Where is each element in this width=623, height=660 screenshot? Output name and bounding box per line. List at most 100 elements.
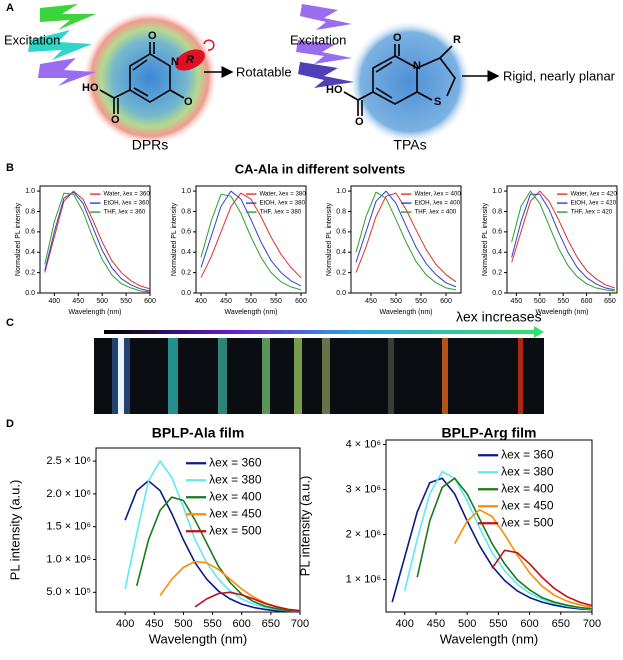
legend-label: Water, λex = 380 bbox=[259, 191, 306, 198]
y-tick-label: 0.2 bbox=[181, 269, 191, 276]
legend-label: EtOH, λex = 420 bbox=[570, 200, 616, 207]
series-line bbox=[44, 191, 151, 292]
glow-band bbox=[118, 338, 124, 414]
series-line bbox=[124, 460, 301, 613]
y-tick-label: 2.5 × 10⁶ bbox=[46, 455, 91, 467]
x-tick-label: 550 bbox=[120, 298, 132, 305]
series-line bbox=[391, 477, 593, 611]
legend-label: λex = 450 bbox=[209, 506, 262, 520]
lightning bbox=[40, 4, 96, 30]
legend-label: λex = 360 bbox=[209, 455, 262, 469]
y-tick-label: 4 × 10⁶ bbox=[346, 438, 381, 450]
x-tick-label: 450 bbox=[72, 298, 84, 305]
atom: S bbox=[434, 96, 441, 108]
panel-label: C bbox=[6, 317, 14, 329]
chart-title: BPLP-Arg film bbox=[442, 425, 537, 441]
x-tick-label: 450 bbox=[365, 298, 377, 305]
y-tick-label: 1.0 bbox=[336, 188, 346, 195]
y-axis-label: Normalized PL intensity bbox=[171, 202, 178, 276]
atom: HO bbox=[326, 84, 343, 96]
series-line bbox=[200, 192, 302, 279]
x-tick-label: 500 bbox=[245, 298, 257, 305]
y-tick-label: 0.4 bbox=[181, 249, 191, 256]
legend-label: Water, λex = 400 bbox=[414, 191, 461, 198]
y-tick-label: 1.0 bbox=[25, 188, 35, 195]
legend-label: THF, λex = 420 bbox=[570, 209, 612, 216]
y-axis-label: Normalized PL intensity bbox=[326, 202, 333, 276]
series-line bbox=[200, 193, 302, 291]
series-line bbox=[453, 509, 593, 609]
x-tick-label: 650 bbox=[552, 618, 570, 630]
y-tick-label: 0.8 bbox=[181, 208, 191, 215]
y-tick-label: 0.8 bbox=[492, 208, 502, 215]
x-tick-label: 600 bbox=[440, 298, 452, 305]
glow-band bbox=[322, 338, 330, 414]
x-tick-label: 400 bbox=[396, 618, 414, 630]
r-group-highlight bbox=[175, 49, 205, 71]
series-line bbox=[511, 190, 615, 289]
y-tick-label: 1.0 × 10⁶ bbox=[46, 553, 91, 565]
x-tick-label: 600 bbox=[295, 298, 307, 305]
x-axis-label: Wavelength (nm) bbox=[68, 309, 121, 316]
series-line bbox=[403, 470, 593, 611]
gradient-arrow bbox=[104, 330, 534, 334]
y-axis-label: PL intensity (a.u.) bbox=[7, 480, 22, 581]
lightning bbox=[300, 4, 352, 30]
legend-label: EtOH, λex = 360 bbox=[103, 200, 149, 207]
x-axis-label: Wavelength (nm) bbox=[440, 632, 539, 647]
plot-frame bbox=[39, 185, 151, 294]
y-tick-label: 0.4 bbox=[492, 249, 502, 256]
legend-label: λex = 500 bbox=[209, 523, 262, 537]
x-tick-label: 550 bbox=[489, 618, 507, 630]
y-tick-label: 1 × 10⁶ bbox=[346, 573, 381, 585]
legend-label: Water, λex = 360 bbox=[103, 191, 150, 198]
y-tick-label: 0.4 bbox=[336, 249, 346, 256]
plot-frame bbox=[95, 447, 301, 613]
legend-label: λex = 500 bbox=[501, 515, 554, 529]
glow-band bbox=[388, 338, 394, 414]
atom: HO bbox=[82, 82, 99, 94]
y-tick-label: 0.0 bbox=[492, 290, 502, 297]
photo-background bbox=[94, 338, 544, 414]
glow-band bbox=[442, 338, 448, 414]
atom: O bbox=[148, 30, 157, 42]
y-tick-label: 0.6 bbox=[336, 229, 346, 236]
legend-label: λex = 360 bbox=[501, 447, 554, 461]
x-tick-label: 600 bbox=[233, 618, 251, 630]
legend-label: λex = 400 bbox=[209, 489, 262, 503]
series-line bbox=[194, 591, 301, 612]
x-tick-label: 700 bbox=[583, 618, 601, 630]
rotation-icon bbox=[203, 39, 215, 51]
glow-band bbox=[518, 338, 523, 414]
x-tick-label: 550 bbox=[203, 618, 221, 630]
x-tick-label: 550 bbox=[270, 298, 282, 305]
section-title: CA-Ala in different solvents bbox=[235, 161, 405, 176]
series-line bbox=[44, 192, 151, 293]
molecule bbox=[343, 44, 456, 116]
y-tick-label: 0.0 bbox=[181, 290, 191, 297]
y-tick-label: 1.0 bbox=[181, 188, 191, 195]
lightning bbox=[298, 62, 354, 88]
series-line bbox=[124, 480, 301, 613]
lightning bbox=[38, 58, 96, 86]
y-tick-label: 0.4 bbox=[25, 249, 35, 256]
y-tick-label: 2 × 10⁶ bbox=[346, 528, 381, 540]
panel-label: B bbox=[6, 162, 14, 174]
legend-label: λex = 450 bbox=[501, 498, 554, 512]
x-axis-label: Wavelength (nm) bbox=[224, 309, 277, 316]
atom: N bbox=[413, 60, 421, 72]
x-tick-label: 450 bbox=[145, 618, 163, 630]
y-tick-label: 0.2 bbox=[336, 269, 346, 276]
y-tick-label: 3 × 10⁶ bbox=[346, 483, 381, 495]
plot-frame bbox=[350, 185, 462, 294]
glow-band bbox=[218, 338, 227, 414]
x-tick-label: 500 bbox=[534, 298, 546, 305]
x-tick-label: 450 bbox=[220, 298, 232, 305]
x-tick-label: 550 bbox=[415, 298, 427, 305]
series-line bbox=[491, 549, 593, 607]
legend-label: λex = 400 bbox=[501, 481, 554, 495]
y-tick-label: 0.6 bbox=[25, 229, 35, 236]
series-line bbox=[44, 190, 151, 290]
y-axis-label: Normalized PL intensity bbox=[482, 202, 489, 276]
label: Excitation bbox=[4, 32, 60, 47]
